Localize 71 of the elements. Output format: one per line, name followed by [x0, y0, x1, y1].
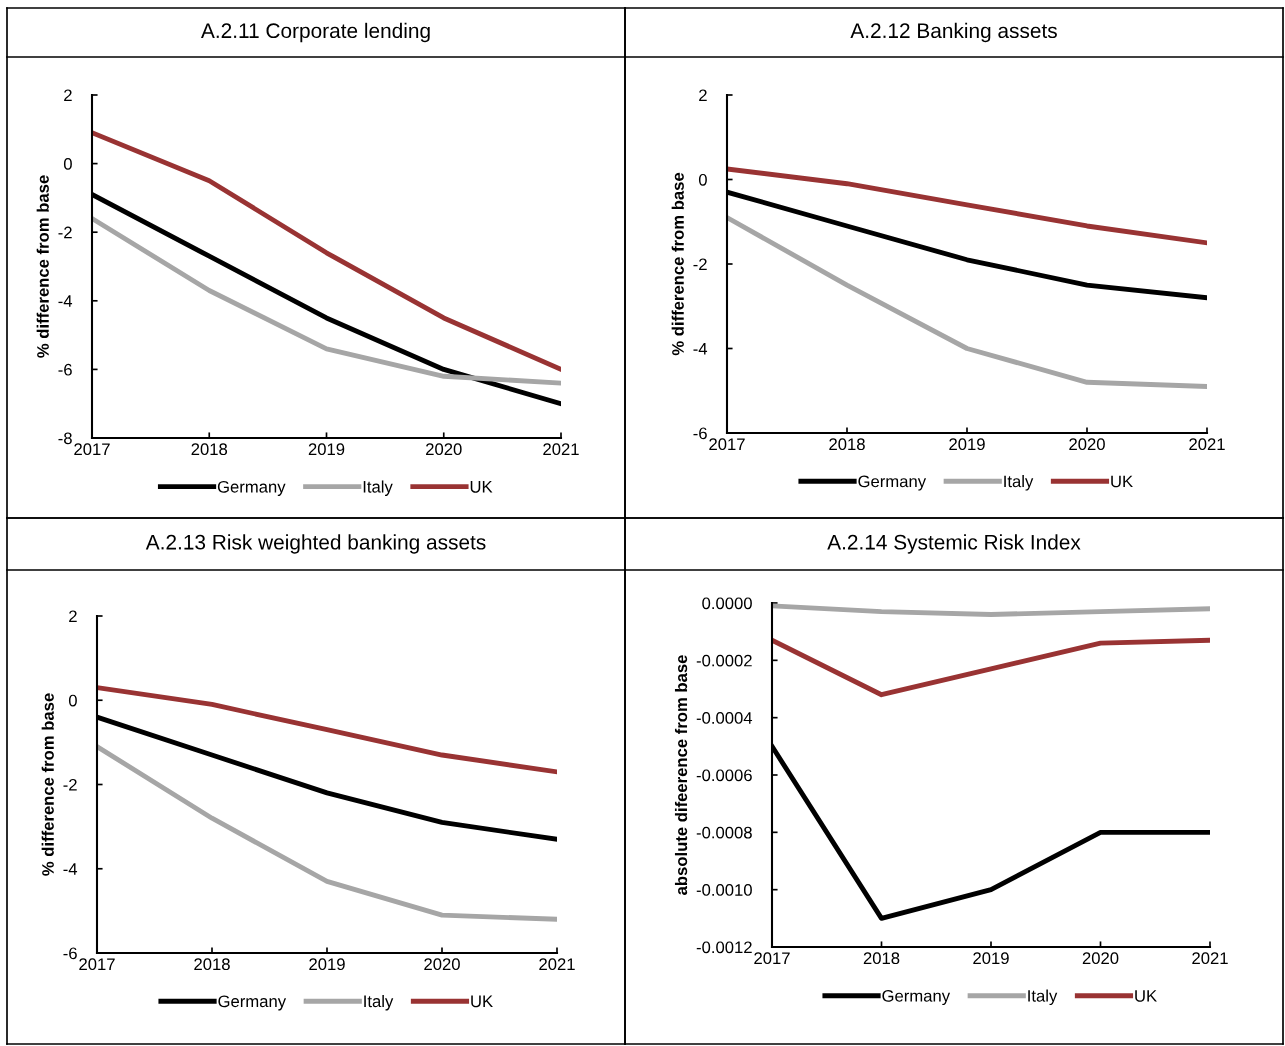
x-tick-label: 2019 [949, 438, 985, 451]
line-series [727, 215, 1207, 389]
y-tick-label: -0.0002 [696, 654, 752, 667]
y-tick-label: -8 [58, 432, 72, 445]
y-tick-label: 2 [699, 89, 707, 102]
x-tick-label: 2017 [709, 438, 745, 451]
chart-title: A.2.11 Corporate lending [201, 22, 430, 43]
legend-label: Italy [363, 480, 393, 496]
x-tick-label: 2018 [194, 958, 230, 971]
legend-label: UK [1135, 990, 1157, 1002]
y-tick-label: -0.0008 [696, 826, 752, 839]
y-tick-label: -4 [58, 295, 73, 307]
x-tick-label: 2020 [1082, 952, 1119, 965]
x-tick-label: 2018 [863, 952, 900, 965]
line-series [97, 685, 557, 775]
x-tick-label: 2019 [973, 952, 1009, 965]
x-tick-label: 2020 [1069, 438, 1105, 451]
line-series [92, 130, 561, 372]
x-tick-label: 2019 [308, 443, 345, 456]
x-tick-label: 2017 [74, 443, 110, 456]
line-series [772, 637, 1210, 698]
chart-title: A.2.13 Risk weighted banking assets [145, 534, 486, 554]
legend-label: Italy [364, 994, 394, 1011]
y-axis-title: % difference from base [671, 172, 684, 356]
chart-title: A.2.14 Systemic Risk Index [827, 534, 1081, 554]
x-tick-label: 2021 [543, 443, 579, 456]
y-tick-label: -0.0012 [696, 941, 752, 954]
y-tick-label: -6 [63, 947, 77, 960]
y-tick-label: 0 [63, 158, 72, 170]
line-series [97, 744, 557, 922]
legend-label: Germany [858, 475, 927, 491]
legend-label: Italy [1028, 989, 1058, 1006]
y-tick-label: -0.0010 [696, 884, 752, 896]
x-tick-label: 2018 [829, 438, 865, 451]
legend-label: Germany [217, 480, 286, 496]
x-tick-label: 2017 [79, 958, 115, 971]
y-tick-label: -2 [63, 778, 77, 791]
legend-label: Germany [218, 995, 287, 1011]
y-tick-label: -2 [693, 258, 707, 271]
x-tick-label: 2020 [424, 958, 460, 971]
x-tick-label: 2020 [426, 443, 462, 456]
legend-label: UK [1111, 475, 1133, 488]
y-tick-label: -6 [693, 427, 707, 440]
chart-title: A.2.12 Banking assets [850, 22, 1057, 43]
line-series [92, 216, 561, 386]
legend-label: Germany [882, 989, 951, 1006]
legend-label: Italy [1004, 475, 1034, 491]
y-tick-label: -4 [693, 343, 708, 355]
y-axis-title: % difference from base [41, 693, 54, 876]
y-tick-label: -6 [58, 363, 72, 376]
x-tick-label: 2021 [539, 958, 575, 971]
y-tick-label: 0 [68, 694, 77, 707]
line-series [727, 166, 1207, 246]
y-tick-label: 0.0000 [702, 597, 752, 610]
legend-label: UK [471, 995, 493, 1008]
x-tick-label: 2018 [191, 443, 228, 456]
y-axis-title: % difference from base [36, 175, 49, 358]
y-axis-title: absolute difeerence from base [674, 655, 688, 895]
y-tick-label: -2 [58, 226, 72, 239]
y-tick-label: 0 [698, 173, 707, 186]
x-tick-label: 2017 [754, 952, 790, 965]
legend-label: UK [470, 481, 493, 493]
line-series [772, 603, 1210, 617]
x-tick-label: 2021 [1189, 438, 1225, 451]
x-tick-label: 2021 [1192, 952, 1228, 965]
y-tick-label: -4 [63, 863, 78, 875]
y-tick-label: 2 [69, 610, 77, 623]
x-tick-label: 2019 [309, 958, 345, 971]
y-tick-label: 2 [64, 89, 72, 102]
y-tick-label: -0.0006 [696, 769, 752, 782]
y-tick-label: -0.0004 [696, 712, 753, 724]
